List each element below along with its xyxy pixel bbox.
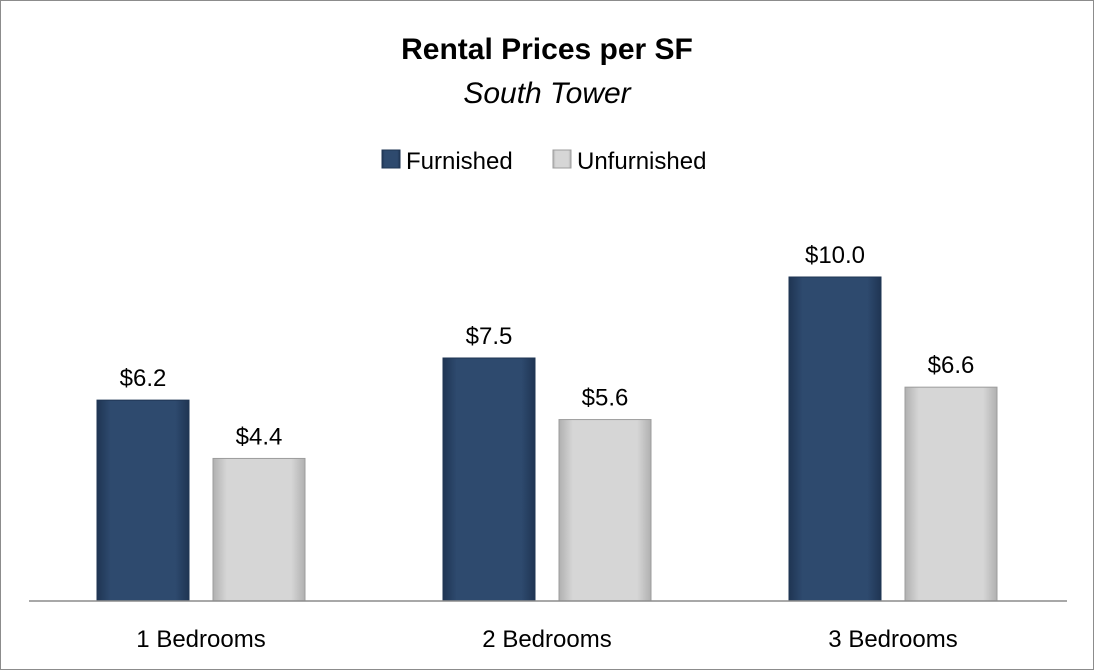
legend-swatch-unfurnished	[552, 149, 572, 169]
data-label-unfurnished-2: $5.6	[582, 385, 629, 412]
data-label-unfurnished-1: $4.4	[236, 423, 283, 450]
bar-unfurnished-3	[904, 386, 998, 602]
x-tick-label-2: 2 Bedrooms	[482, 626, 611, 653]
legend-label-furnished: Furnished	[406, 148, 513, 175]
x-tick-label-3: 3 Bedrooms	[828, 626, 957, 653]
bar-unfurnished-2	[558, 419, 652, 602]
data-label-unfurnished-3: $6.6	[928, 352, 975, 379]
bars-layer	[96, 276, 998, 602]
data-label-furnished-3: $10.0	[805, 242, 865, 269]
bar-unfurnished-1	[212, 457, 306, 602]
data-labels-layer: $6.2 $4.4 $7.5 $5.6 $10.0 $6.6	[120, 242, 975, 450]
bar-furnished-2	[442, 357, 536, 602]
data-label-furnished-2: $7.5	[466, 323, 513, 350]
bar-furnished-3	[788, 276, 882, 602]
chart-subtitle: South Tower	[463, 77, 631, 110]
x-tick-labels: 1 Bedrooms 2 Bedrooms 3 Bedrooms	[136, 626, 957, 653]
legend: Furnished Unfurnished	[381, 148, 706, 175]
legend-label-unfurnished: Unfurnished	[577, 148, 706, 175]
x-tick-label-1: 1 Bedrooms	[136, 626, 265, 653]
chart-title: Rental Prices per SF	[401, 33, 693, 66]
bar-furnished-1	[96, 399, 190, 602]
data-label-furnished-1: $6.2	[120, 365, 167, 392]
legend-swatch-furnished	[381, 149, 401, 169]
